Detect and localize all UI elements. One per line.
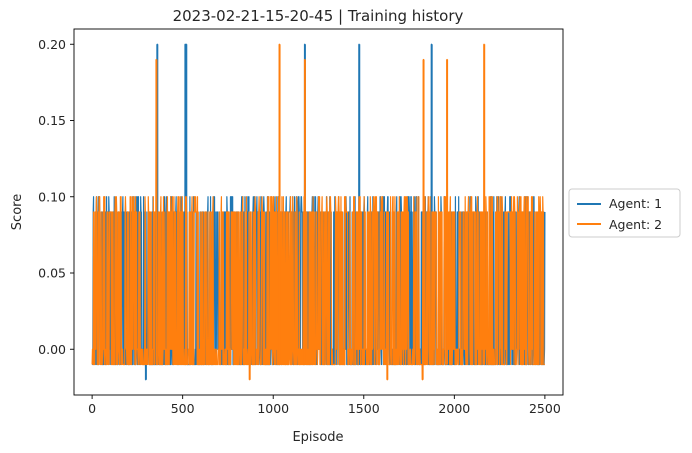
x-tick-label-5: 2500: [529, 401, 561, 416]
legend-label-agent-1: Agent: 1: [609, 196, 662, 211]
chart-title: 2023-02-21-15-20-45 | Training history: [173, 7, 464, 25]
y-tick-label-2: 0.10: [38, 189, 66, 204]
legend: Agent: 1 Agent: 2: [568, 188, 681, 238]
x-tick-label-2: 1000: [257, 401, 289, 416]
legend-label-agent-2: Agent: 2: [609, 217, 662, 232]
y-axis-label: Score: [10, 194, 25, 230]
series-line-agent-2: [91, 43, 546, 381]
series-2: [91, 43, 546, 381]
axis-layer: 0 500 1000 1500 2000 2500 0.00 0.05 0.10 0.15 0.20: [38, 37, 561, 416]
x-tick-label-1: 500: [171, 401, 195, 416]
x-tick-label-3: 1500: [348, 401, 380, 416]
y-tick-label-1: 0.05: [38, 266, 66, 281]
plot-frame: [73, 28, 564, 396]
series-layer: [91, 43, 546, 381]
x-tick-label-0: 0: [88, 401, 96, 416]
x-tick-label-4: 2000: [438, 401, 470, 416]
y-tick-label-0: 0.00: [38, 342, 66, 357]
y-tick-label-4: 0.20: [38, 37, 66, 52]
y-tick-label-3: 0.15: [38, 113, 66, 128]
x-axis-label: Episode: [292, 430, 343, 445]
